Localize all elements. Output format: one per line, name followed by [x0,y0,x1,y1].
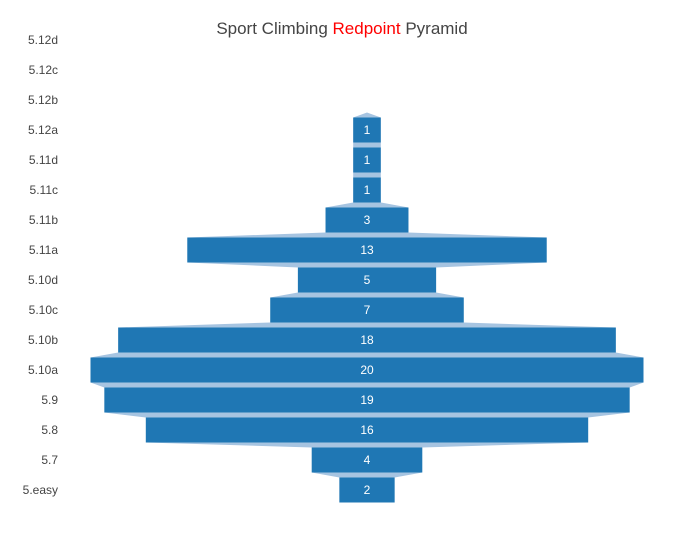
bar-value-label: 5 [364,273,371,287]
funnel-bar [270,297,464,323]
funnel-bar [311,447,423,473]
y-tick-label: 5.8 [41,423,58,437]
funnel-bar [187,237,547,263]
funnel-connector [118,322,616,328]
funnel-bar [353,117,381,143]
y-tick-label: 5.12b [28,93,58,107]
y-tick-label: 5.11a [29,243,58,257]
funnel-bar [104,387,630,413]
title-highlight: Redpoint [333,19,401,38]
y-tick-label: 5.12a [28,123,58,137]
y-tick-label: 5.11c [30,183,58,197]
funnel-bar [353,177,381,203]
bar-value-label: 19 [360,393,374,407]
funnel-bar [325,207,409,233]
y-tick-label: 5.10c [29,303,58,317]
y-tick-label: 5.9 [41,393,58,407]
funnel-bar [339,477,395,503]
funnel-bar [90,357,644,383]
y-tick-label: 5.10d [28,273,58,287]
y-tick-label: 5.10a [28,363,58,377]
bar-value-label: 3 [364,213,371,227]
funnel-connector [187,262,547,268]
funnel-bars [90,117,644,503]
funnel-connector [104,412,630,418]
funnel-connector [270,292,464,298]
bar-value-label: 1 [364,153,371,167]
y-tick-label: 5.11b [29,213,58,227]
bar-value-label: 1 [364,123,371,137]
y-tick-label: 5.12d [28,33,58,47]
funnel-connector [311,472,423,478]
funnel-bar [145,417,589,443]
funnel-connector [325,202,409,208]
funnel-connector [353,172,381,178]
bar-value-label: 18 [360,333,374,347]
bar-value-label: 16 [360,423,374,437]
bar-value-label: 20 [360,363,374,377]
title-prefix: Sport Climbing [216,19,332,38]
y-tick-label: 5.easy [23,483,58,497]
title-suffix: Pyramid [401,19,468,38]
funnel-bar [297,267,437,293]
funnel-top-cap [353,112,381,118]
funnel-bar [118,327,616,353]
chart-title: Sport Climbing Redpoint Pyramid [216,19,467,38]
y-tick-label: 5.11d [29,153,58,167]
y-tick-label: 5.10b [28,333,58,347]
y-tick-label: 5.12c [29,63,58,77]
funnel-bar [353,147,381,173]
funnel-connector [90,352,644,358]
funnel-connector [353,142,381,148]
funnel-connector [145,442,589,448]
bar-value-label: 2 [364,483,371,497]
y-tick-label: 5.7 [41,453,58,467]
bar-value-label: 1 [364,183,371,197]
y-axis-ticks: 5.12d 5.12c 5.12b 5.12a 5.11d 5.11c 5.11b 5.11a… [23,33,59,497]
bar-value-label: 4 [364,453,371,467]
bar-value-label: 13 [360,243,374,257]
funnel-connector [187,232,547,238]
funnel-connectors [90,112,644,478]
funnel-connector [90,382,644,388]
bar-value-label: 7 [364,303,371,317]
